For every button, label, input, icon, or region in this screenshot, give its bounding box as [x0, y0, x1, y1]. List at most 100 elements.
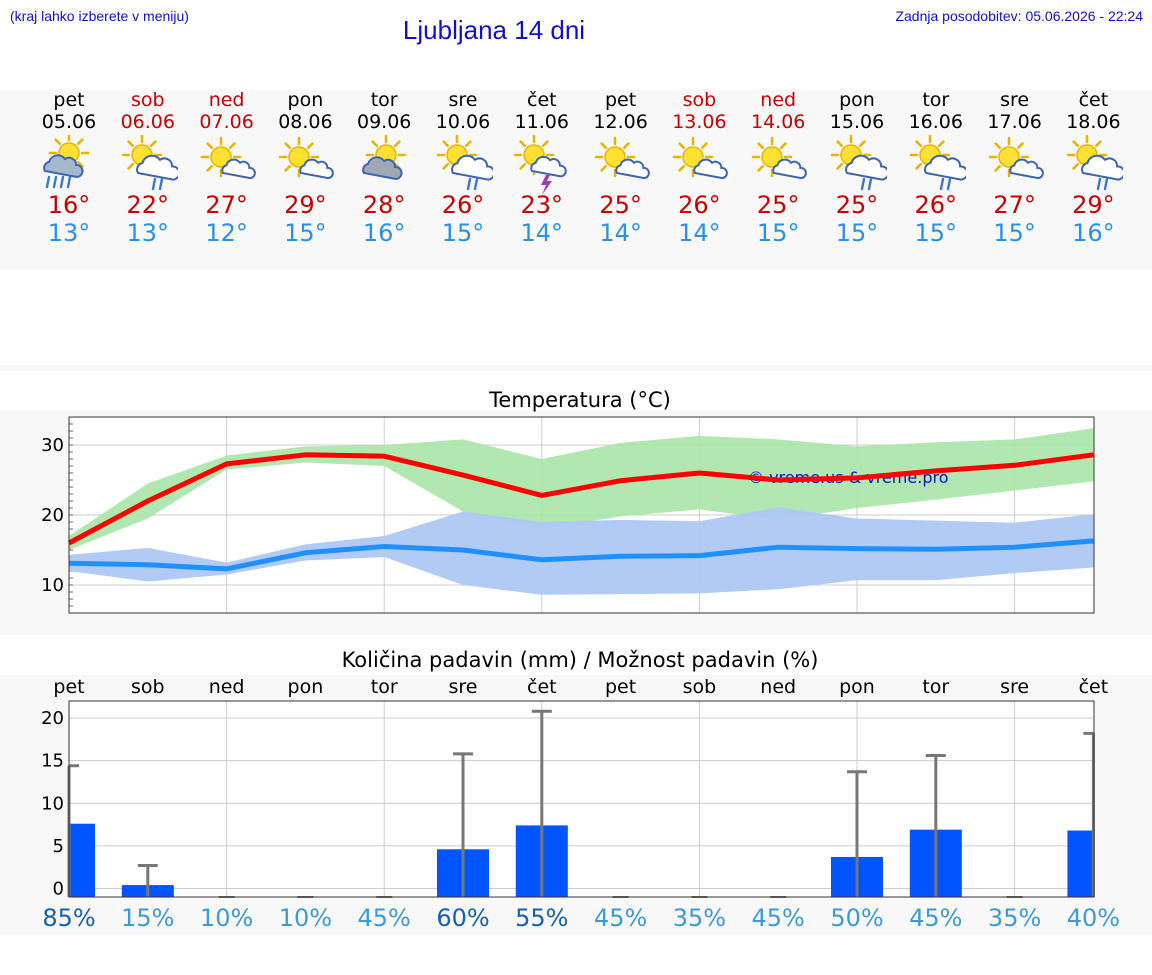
location-hint: (kraj lahko izberete v meniju) [10, 8, 189, 24]
y-tick-label: 15 [41, 751, 64, 772]
day-label: pon [288, 676, 324, 698]
sun-grey-cloud-icon [339, 133, 429, 191]
day-label: sob [683, 676, 717, 698]
temp-min: 13° [126, 219, 170, 247]
temp-max: 26° [914, 191, 958, 219]
sun-cloud-rain-icon [1048, 133, 1138, 191]
day-label: pet [53, 676, 84, 698]
day-date: 05.06 [41, 111, 97, 133]
day-name: čet [527, 89, 557, 111]
day-name: čet [1078, 89, 1109, 111]
day-column: sob 06.06 22° 13° [103, 89, 193, 247]
precip-bar [69, 823, 95, 897]
sun-small-cloud-icon [733, 133, 823, 191]
day-column: sre 10.06 26° 15° [418, 89, 508, 247]
day-date: 10.06 [435, 111, 491, 133]
day-label: ned [760, 676, 796, 698]
y-tick-label: 5 [53, 836, 64, 857]
sun-small-cloud-icon [970, 133, 1060, 191]
day-column: čet 18.06 29° 16° [1048, 89, 1138, 247]
day-column: pet 05.06 16° 13° [24, 89, 114, 247]
day-name: ned [208, 89, 245, 111]
temp-max: 25° [835, 191, 879, 219]
precip-probability-label: 45% [909, 904, 962, 932]
day-column: ned 07.06 27° 12° [182, 89, 272, 247]
day-column: tor 16.06 26° 15° [891, 89, 981, 247]
day-date: 18.06 [1066, 111, 1121, 133]
precipitation-chart-title: Količina padavin (mm) / Možnost padavin … [341, 648, 819, 672]
day-name: sre [1000, 89, 1030, 111]
day-label: tor [371, 676, 398, 698]
precip-probability-label: 40% [1067, 904, 1120, 932]
day-label: čet [527, 676, 557, 698]
day-column: sob 13.06 26° 14° [654, 89, 744, 247]
temp-max: 27° [205, 191, 248, 219]
day-label: ned [209, 676, 245, 698]
temp-min: 16° [1072, 219, 1115, 247]
sun-cloud-heavy-rain-icon [24, 132, 114, 191]
temp-max: 28° [362, 191, 406, 219]
precip-bar [1067, 830, 1094, 897]
day-name: sob [131, 89, 165, 111]
day-label: sre [1000, 676, 1029, 698]
temp-min: 15° [756, 219, 800, 247]
temp-max: 29° [1072, 191, 1115, 219]
precip-probability-label: 45% [358, 904, 411, 932]
precip-probability-label: 45% [594, 904, 647, 932]
day-label: pon [839, 676, 875, 698]
sun-cloud-rain-icon [103, 133, 193, 191]
temp-min: 16° [362, 219, 406, 247]
temperature-chart-title: Temperatura (°C) [489, 388, 671, 412]
day-label: sob [131, 676, 165, 698]
day-column: pon 08.06 29° 15° [260, 89, 350, 247]
temp-max: 25° [756, 191, 800, 219]
y-tick-label: 20 [41, 505, 64, 526]
day-name: pet [53, 89, 85, 111]
day-name: tor [370, 89, 398, 111]
temp-max: 23° [520, 191, 564, 219]
y-tick-label: 10 [41, 793, 64, 814]
day-name: ned [760, 89, 797, 111]
precip-probability-label: 15% [121, 904, 174, 932]
temp-max: 29° [284, 191, 327, 219]
precip-probability-label: 10% [200, 904, 253, 932]
temp-min: 14° [599, 219, 642, 247]
day-column: čet 11.06 23° 14° [497, 89, 587, 247]
temp-min: 12° [205, 219, 248, 247]
plot-border [68, 416, 1095, 614]
y-tick-label: 0 [53, 878, 64, 899]
sun-cloud-rain-icon [891, 133, 981, 191]
sun-cloud-rain-icon [418, 133, 508, 191]
precip-probability-label: 85% [42, 904, 95, 932]
temp-min: 15° [993, 219, 1036, 247]
precip-probability-label: 60% [436, 904, 489, 932]
temp-min: 15° [284, 219, 327, 247]
day-label: pet [605, 676, 636, 698]
y-tick-label: 30 [41, 435, 64, 456]
temp-max: 26° [678, 191, 721, 219]
day-date: 14.06 [750, 111, 806, 133]
day-name: pon [839, 89, 875, 111]
min-temp-line [68, 538, 1094, 572]
day-label: sre [449, 676, 478, 698]
sun-thunder-icon [497, 133, 587, 195]
day-date: 17.06 [987, 111, 1042, 133]
day-date: 13.06 [672, 111, 727, 133]
day-name: pet [604, 89, 637, 111]
page-title: Ljubljana 14 dni [402, 15, 586, 45]
temp-min: 14° [678, 219, 721, 247]
y-tick-label: 10 [41, 575, 64, 596]
day-column: sre 17.06 27° 15° [970, 89, 1060, 247]
precip-probability-label: 35% [988, 904, 1041, 932]
precip-probability-label: 50% [830, 904, 883, 932]
day-date: 12.06 [593, 111, 648, 133]
sun-small-cloud-icon [182, 133, 272, 191]
max-temp-line [67, 452, 1094, 546]
day-date: 11.06 [514, 111, 569, 133]
temp-min: 15° [835, 219, 879, 247]
sun-small-cloud-icon [576, 133, 666, 191]
precipitation-chart: pet sob ned pon tor sre čet pet sob ned pon tor sre č… [41, 676, 1120, 932]
day-name: sre [448, 89, 478, 111]
sun-small-cloud-icon [654, 133, 744, 191]
